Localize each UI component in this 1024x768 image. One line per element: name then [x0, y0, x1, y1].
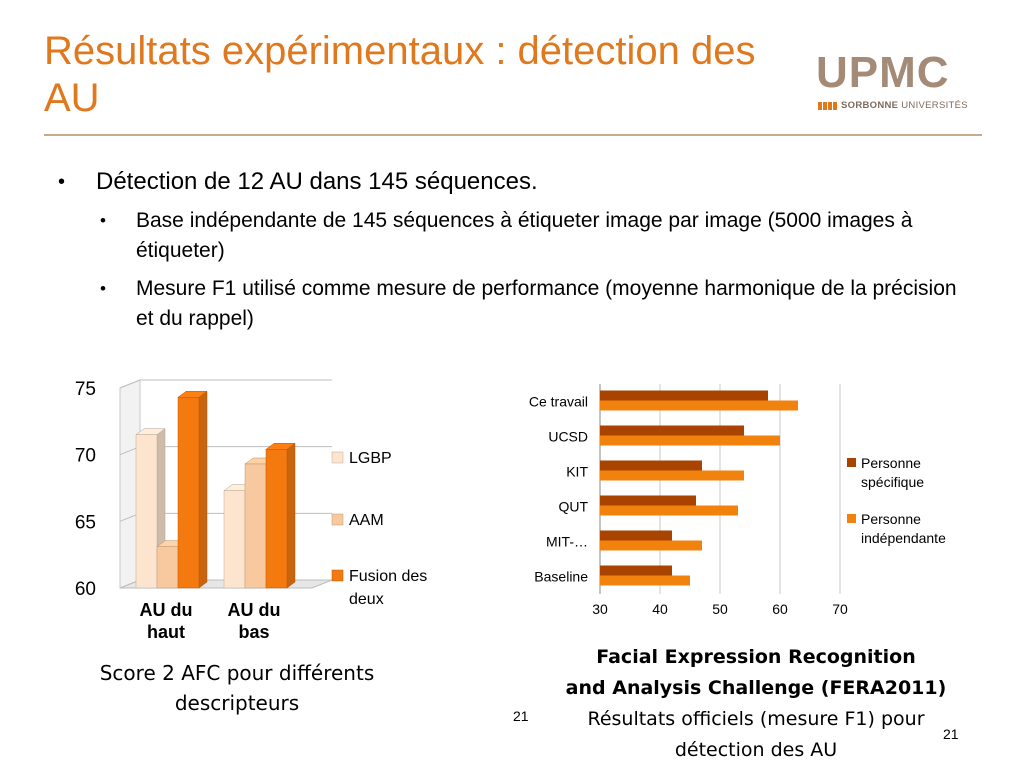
chart1-bar-side: [286, 442, 296, 589]
page-number-inline: 21: [513, 708, 529, 724]
chart2-x-tick-label: 50: [712, 601, 728, 617]
chart1-bar: [177, 397, 200, 589]
title-divider: [44, 134, 982, 136]
chart1-bar-side: [198, 390, 208, 589]
chart1-legend-swatch: [331, 569, 344, 582]
caption-right: Facial Expression Recognition and Analys…: [548, 642, 964, 766]
caption-left: Score 2 AFC pour différents descripteurs: [99, 661, 375, 715]
chart2-legend-label: indépendante: [861, 530, 946, 546]
logo-sub-bold: SORBONNE: [841, 100, 899, 111]
chart2-category-label: Baseline: [534, 569, 588, 585]
chart2-category-label: KIT: [566, 464, 588, 480]
chart2-category-label: UCSD: [548, 429, 588, 445]
chart1-y-tick-label: 60: [75, 579, 96, 600]
chart2-bar: [600, 400, 798, 411]
chart2-bar: [600, 575, 690, 586]
bullet-sub-1: Base indépendante de 145 séquences à éti…: [96, 206, 978, 266]
chart2-bar: [600, 460, 702, 471]
chart1-bar: [135, 434, 158, 589]
chart1-legend-label: AAM: [349, 512, 384, 529]
logo-wordmark: UPMC: [816, 48, 950, 97]
chart2-bar: [600, 425, 744, 436]
chart1-y-tick-label: 70: [75, 446, 96, 467]
chart2-x-tick-label: 60: [772, 601, 788, 617]
chart2-legend-swatch: [847, 458, 856, 467]
chart1-x-label: haut: [147, 622, 185, 642]
chart2-bar: [600, 540, 702, 551]
bullet-sub-2: Mesure F1 utilisé comme mesure de perfor…: [96, 274, 978, 334]
chart2-bar: [600, 565, 672, 576]
slide-title: Résultats expérimentaux : détection des …: [44, 29, 756, 120]
chart2-legend-label: Personne: [861, 455, 921, 471]
chart1-x-label: AU du: [228, 600, 281, 620]
chart2-legend-swatch: [847, 514, 856, 523]
chart1-bar: [265, 449, 288, 589]
chart2-legend-label: spécifique: [861, 474, 924, 490]
logo-sub-light: UNIVERSITÉS: [901, 100, 968, 111]
caption-right-text: Résultats officiels (mesure F1) pour dét…: [587, 708, 925, 761]
chart2-legend-label: Personne: [861, 511, 921, 527]
chart2-bar: [600, 530, 672, 541]
page-number: 21: [943, 726, 959, 742]
caption-right-title-2: and Analysis Challenge (FERA2011): [565, 677, 947, 699]
chart2-x-tick-label: 30: [592, 601, 608, 617]
chart1-x-label: AU du: [140, 600, 193, 620]
bullet-main: Détection de 12 AU dans 145 séquences.: [58, 166, 978, 198]
chart2-x-tick-label: 70: [832, 601, 848, 617]
chart2-bar: [600, 390, 768, 401]
chart2-bar: [600, 495, 696, 506]
chart1-y-tick-label: 75: [75, 379, 96, 400]
chart2-bar: [600, 470, 744, 481]
chart1-legend-label: deux: [349, 591, 384, 608]
caption-right-title-1: Facial Expression Recognition: [596, 646, 916, 668]
chart1-x-label: bas: [238, 622, 269, 642]
chart2-bar: [600, 505, 738, 516]
chart2-category-label: MIT-…: [546, 534, 588, 550]
chart1-bar: [156, 546, 179, 589]
chart1-bar: [223, 490, 246, 589]
chart2-x-tick-label: 40: [652, 601, 668, 617]
bullet-list: Détection de 12 AU dans 145 séquences. B…: [58, 166, 978, 334]
upmc-logo: UPMC SORBONNE UNIVERSITÉS: [816, 48, 992, 118]
chart1-legend-label: LGBP: [349, 450, 392, 467]
logo-subtitle: SORBONNE UNIVERSITÉS: [818, 100, 968, 111]
chart1-legend-label: Fusion des: [349, 568, 427, 585]
chart1-legend-swatch: [331, 451, 344, 464]
logo-bars-icon: [818, 101, 837, 110]
fera-results-chart: 30 40 50 60 70 Ce travail UCSD KIT QUT MIT-… Basel…: [529, 384, 946, 617]
chart2-bar: [600, 435, 780, 446]
chart1-y-tick-label: 65: [75, 512, 96, 533]
chart2-category-label: QUT: [558, 499, 588, 515]
chart1-bar: [244, 463, 267, 589]
chart2-category-label: Ce travail: [529, 394, 588, 410]
chart1-gridline: [119, 379, 332, 389]
chart1-legend-swatch: [331, 513, 344, 526]
